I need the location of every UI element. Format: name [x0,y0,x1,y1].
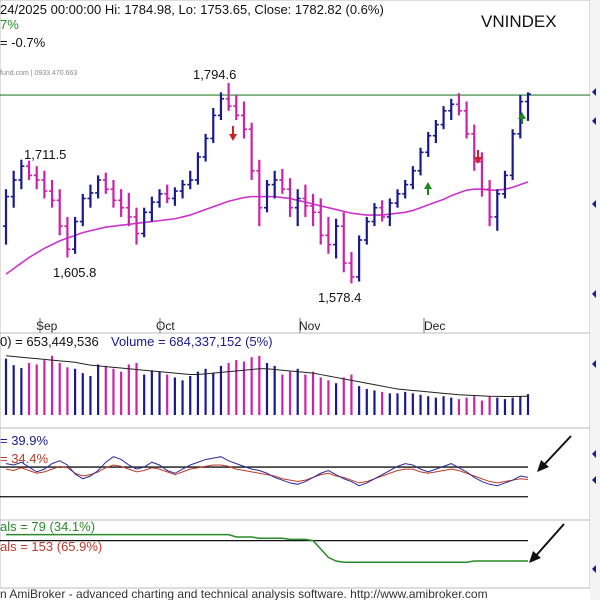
symbol-title: VNINDEX [481,12,557,31]
osc-legend-red: = 34.4% [0,451,49,466]
breadth-arrow-icon [529,523,565,563]
candles-group [3,83,531,284]
breadth-green-line [6,533,528,563]
footer-credit: n AmiBroker - advanced charting and tech… [0,587,488,600]
header-indicator: = -0.7% [0,35,46,50]
header-change: 7% [0,17,19,32]
x-label-nov: Nov [299,319,320,333]
annotation-local-high: 1,711.5 [24,147,66,162]
oscillator-arrow-icon [537,435,572,472]
x-label-sep: Sep [36,319,58,333]
right-axis-strip [590,0,600,600]
volume-legend-avg: 0) = 653,449,536 [0,334,99,349]
oscillator-panel [0,427,591,521]
header-watermark: fund.com | 0933.470.663 [0,70,77,77]
breadth-legend-green: als = 79 (34.1%) [0,519,95,534]
breadth-panel [0,519,591,589]
volume-bars-group [4,355,530,415]
up-arrow-icon [424,182,432,195]
annotation-high: 1,794.6 [193,67,236,82]
down-arrow-icon [229,126,237,141]
price-panel [0,0,591,334]
up-arrow-icon [518,112,526,124]
annotation-low: 1,578.4 [318,290,361,305]
down-arrow-icon [474,150,482,164]
x-label-oct: Oct [156,319,175,333]
annotation-local-low: 1,605.8 [53,265,96,280]
header-quote: 24/2025 00:00:00 Hi: 1784.98, Lo: 1753.6… [0,2,384,17]
oscillator-lines-group [0,456,529,498]
breadth-legend-red: als = 153 (65.9%) [0,539,102,554]
x-label-dec: Dec [424,319,445,333]
volume-average-line [5,355,529,398]
right-axis-ticks [592,88,596,573]
oscillator-blue-line [5,456,529,487]
volume-legend-volume: Volume = 684,337,152 (5%) [111,334,273,349]
osc-legend-blue: = 39.9% [0,433,49,448]
breadth-lines-group [0,533,528,563]
